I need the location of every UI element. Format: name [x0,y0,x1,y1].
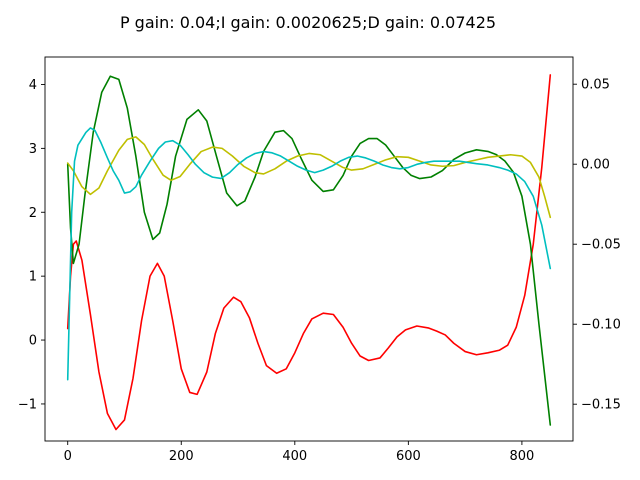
y-right-tick-label: −0.05 [581,238,621,253]
y-right-tick-label: 0.05 [581,78,610,93]
x-tick-label: 800 [509,449,534,464]
x-tick-label: 0 [64,449,72,464]
plot-frame [44,56,574,442]
x-tick-label: 400 [282,449,307,464]
chart-title: P gain: 0.04;I gain: 0.0020625;D gain: 0… [120,13,496,32]
axes-layer: 0 200 400 600 800 −1 0 1 2 3 4 −0.15 −0.10 −0.05 0.00 0… [18,56,621,464]
y-left-tick-label: −1 [18,397,37,412]
series-layer [66,74,552,431]
x-tick-label: 600 [396,449,421,464]
x-tick-label: 200 [169,449,194,464]
y-left-tick-label: 4 [29,78,37,93]
y-right-tick-label: 0.00 [581,158,610,173]
y-left-tick-label: 3 [29,142,37,157]
series-line-4 [66,127,552,381]
series-line-2 [66,75,552,426]
y-left-tick-label: 2 [29,206,37,221]
series-line-1 [66,74,552,431]
y-left-tick-label: 1 [29,270,37,285]
y-left-tick-label: 0 [29,334,37,349]
series-line-3 [66,136,552,219]
y-right-tick-label: −0.10 [581,318,621,333]
y-right-tick-label: −0.15 [581,398,621,413]
